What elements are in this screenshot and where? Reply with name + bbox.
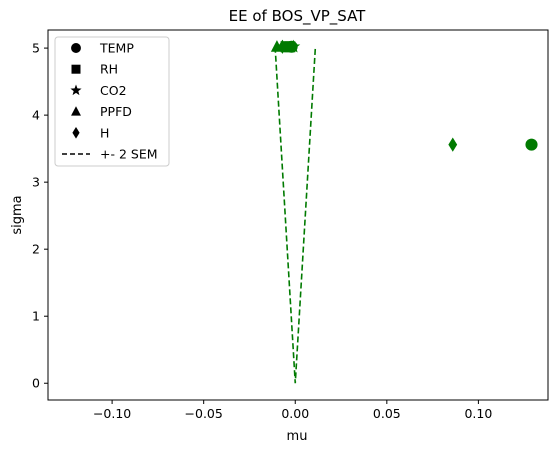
- x-tick-label: −0.05: [185, 406, 223, 421]
- y-axis-ticks: 0 1 2 3 4 5: [32, 41, 48, 391]
- legend-label: CO2: [100, 83, 127, 98]
- legend-label: H: [100, 125, 109, 140]
- legend-marker-temp: [71, 43, 81, 53]
- point-h: [278, 39, 287, 54]
- y-tick-label: 4: [32, 108, 40, 123]
- legend-frame: [54, 36, 170, 167]
- legend-label: TEMP: [99, 41, 134, 56]
- y-tick-label: 0: [32, 376, 40, 391]
- legend: TEMP RH CO2 PPFD H +- 2 SEM: [54, 36, 170, 167]
- y-tick-label: 3: [32, 175, 40, 190]
- plot-frame: [47, 29, 549, 401]
- legend-marker-co2: [70, 84, 82, 96]
- x-tick-label: 0.00: [281, 406, 309, 421]
- y-tick-label: 1: [32, 309, 40, 324]
- point-temp: [525, 138, 538, 151]
- legend-marker-h: [72, 126, 80, 139]
- y-tick-label: 5: [32, 41, 40, 56]
- legend-marker-ppfd: [71, 106, 81, 116]
- x-tick-label: −0.10: [93, 406, 131, 421]
- legend-label: PPFD: [100, 104, 132, 119]
- x-tick-label: 0.10: [464, 406, 492, 421]
- y-axis-label: sigma: [10, 195, 25, 234]
- plot-area: [270, 39, 538, 384]
- x-axis-ticks: −0.10 −0.05 0.00 0.05 0.10: [93, 400, 492, 421]
- legend-marker-rh: [71, 64, 81, 74]
- point-co2: [286, 39, 301, 53]
- y-tick-label: 2: [32, 242, 40, 257]
- x-axis-label: mu: [287, 429, 308, 444]
- x-tick-label: 0.05: [373, 406, 401, 421]
- point-h: [448, 137, 458, 152]
- chart-title: EE of BOS_VP_SAT: [229, 7, 367, 26]
- legend-label: +- 2 SEM: [100, 147, 158, 162]
- legend-label: RH: [100, 62, 118, 77]
- sem-line: [274, 46, 317, 384]
